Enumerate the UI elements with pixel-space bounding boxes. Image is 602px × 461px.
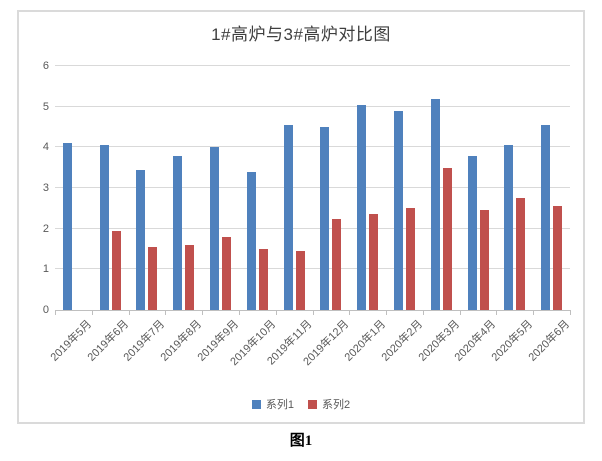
bar-series2 xyxy=(148,247,157,310)
plot-area: 0 1 2 3 4 5 6 2019年5月 2019年6月 2019年7月 2019年8月 2019年… xyxy=(43,61,572,369)
legend-swatch-icon xyxy=(308,399,317,409)
axis-tick xyxy=(239,310,240,315)
axis-tick xyxy=(313,310,314,315)
bar-series1 xyxy=(136,169,145,310)
bar-series1 xyxy=(468,155,477,310)
bar-series1 xyxy=(284,125,293,310)
axis-tick xyxy=(496,310,497,315)
legend-item-系列2: 系列2 xyxy=(308,396,350,412)
axis-tick xyxy=(276,310,277,315)
axis-tick xyxy=(202,310,203,315)
bar-series2 xyxy=(516,198,525,310)
bar-series2 xyxy=(296,251,305,310)
chart-frame: 1#高炉与3#高炉对比图 0 1 2 3 4 5 6 2019年5月 2019年6月 2019年7… xyxy=(17,10,585,424)
y-axis-tick-label: 4 xyxy=(42,141,49,154)
gridline xyxy=(55,268,570,270)
bar-series2 xyxy=(480,210,489,310)
bar-series2 xyxy=(406,208,415,310)
bar-series2 xyxy=(553,206,562,310)
bar-series2 xyxy=(259,249,268,310)
legend-label: 系列2 xyxy=(322,399,351,411)
y-axis-tick-label: 0 xyxy=(42,304,49,316)
gridline xyxy=(55,187,570,188)
bar-series1 xyxy=(504,145,513,310)
gridline xyxy=(55,105,570,107)
bar-series2 xyxy=(222,236,231,310)
bar-series1 xyxy=(431,98,440,310)
axis-tick xyxy=(349,310,350,315)
gridline xyxy=(55,65,570,66)
bar-series1 xyxy=(173,155,182,310)
axis-tick xyxy=(533,310,534,315)
bar-series1 xyxy=(357,104,366,310)
bar-series1 xyxy=(210,147,219,310)
gridline xyxy=(55,227,570,229)
bar-series1 xyxy=(320,127,329,310)
bar-series2 xyxy=(369,214,378,310)
bar-series1 xyxy=(63,143,72,310)
x-axis-line xyxy=(55,310,570,311)
axis-tick xyxy=(165,310,166,315)
y-axis-tick-label: 5 xyxy=(42,100,49,113)
bar-series1 xyxy=(541,125,550,310)
legend: 系列1 系列2 xyxy=(19,396,583,412)
axis-tick xyxy=(92,310,93,315)
figure-caption: 图1 xyxy=(289,433,313,449)
axis-tick xyxy=(129,310,130,315)
bar-series1 xyxy=(247,171,256,310)
bar-series2 xyxy=(185,244,194,310)
legend-item-系列1: 系列1 xyxy=(251,396,294,412)
bar-series2 xyxy=(443,167,452,310)
y-axis-tick-label: 3 xyxy=(42,182,49,194)
bar-series1 xyxy=(100,145,109,310)
y-axis-tick-label: 6 xyxy=(42,60,49,72)
gridline xyxy=(55,146,570,148)
bar-series2 xyxy=(112,230,121,310)
legend-swatch-icon xyxy=(251,399,261,409)
chart-title: 1#高炉与3#高炉对比图 xyxy=(211,25,391,44)
y-axis-tick-label: 2 xyxy=(42,222,49,235)
legend-label: 系列1 xyxy=(265,399,294,411)
y-axis-tick-label: 1 xyxy=(42,263,49,276)
axis-tick xyxy=(386,310,387,315)
axis-tick xyxy=(570,310,571,315)
axis-tick xyxy=(423,310,424,315)
axis-tick xyxy=(55,310,56,315)
axis-tick xyxy=(460,310,461,315)
bar-series2 xyxy=(332,218,341,310)
bar-series1 xyxy=(394,110,403,310)
